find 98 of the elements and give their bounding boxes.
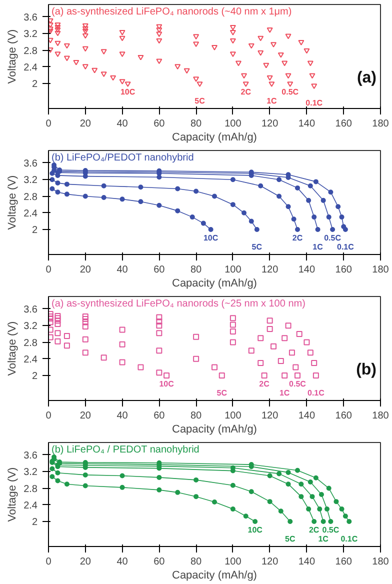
chart-title: (b) LiFePO₄ / PEDOT nanohybrid — [52, 444, 200, 456]
x-tick-label: 40 — [116, 410, 128, 422]
x-tick-label: 160 — [335, 410, 352, 422]
y-tick-label: 2.8 — [24, 192, 38, 203]
y-axis-title: Voltage (V) — [6, 467, 19, 522]
x-tick-label: 120 — [261, 264, 279, 276]
x-tick-label: 60 — [154, 410, 166, 422]
x-tick-label: 80 — [190, 410, 202, 422]
x-tick-label: 100 — [224, 410, 242, 422]
series-label: 2C — [292, 234, 303, 243]
series-label: 10C — [203, 234, 218, 243]
series-label: 2C — [240, 88, 252, 97]
series-label: 1C — [312, 242, 324, 252]
x-tick-label: 100 — [224, 264, 242, 276]
x-tick-label: 40 — [116, 264, 128, 276]
y-tick-label: 2.4 — [24, 208, 38, 220]
series-label: 5C — [194, 96, 206, 106]
x-tick-label: 20 — [80, 410, 92, 422]
series-label: 5C — [252, 242, 262, 252]
y-axis-title: Voltage (V) — [6, 175, 19, 230]
x-tick-label: 80 — [190, 118, 202, 130]
x-tick-label: 140 — [298, 118, 316, 130]
x-tick-label: 100 — [224, 118, 242, 130]
series-label: 0.5C — [282, 88, 299, 97]
x-tick-label: 140 — [298, 556, 316, 568]
x-tick-label: 20 — [80, 264, 92, 276]
x-tick-label: 140 — [298, 264, 316, 276]
series-label: 1C — [266, 96, 278, 106]
x-axis-title: Capacity (mAh/g) — [172, 278, 257, 290]
y-tick-label: 2.8 — [24, 484, 38, 495]
y-tick-label: 3.6 — [24, 158, 38, 170]
y-tick-label: 2.8 — [24, 46, 38, 57]
series-label: 0.1C — [337, 242, 354, 252]
y-tick-label: 2 — [32, 371, 38, 382]
x-tick-label: 60 — [154, 556, 166, 568]
series-label: 0.1C — [307, 388, 325, 398]
series-label: 0.1C — [306, 98, 323, 108]
series-label: 10C — [120, 88, 136, 97]
series-label: 5C — [216, 388, 228, 398]
y-tick-label: 3.6 — [24, 12, 38, 24]
x-tick-label: 0 — [46, 264, 52, 276]
x-tick-label: 60 — [154, 118, 166, 130]
x-tick-label: 100 — [224, 556, 242, 568]
x-tick-label: 80 — [190, 556, 202, 568]
series-label: 2C — [308, 526, 320, 535]
x-tick-label: 120 — [261, 556, 279, 568]
x-tick-label: 40 — [116, 556, 128, 568]
series-label: 1C — [279, 388, 290, 398]
y-tick-label: 2 — [32, 517, 38, 528]
y-axis-title: Voltage (V) — [6, 321, 19, 376]
annotation: (b) — [356, 362, 377, 378]
x-tick-label: 80 — [190, 264, 202, 276]
x-axis-title: Capacity (mAh/g) — [172, 424, 257, 436]
x-tick-label: 0 — [46, 556, 52, 568]
series-label: 0.5C — [289, 380, 306, 389]
x-tick-label: 180 — [372, 264, 390, 276]
x-axis-title: Capacity (mAh/g) — [172, 132, 257, 144]
annotation: (a) — [356, 70, 377, 86]
series-label: 2C — [259, 380, 270, 389]
series-label: 1C — [318, 534, 329, 544]
y-tick-label: 3.6 — [24, 450, 38, 462]
series-label: 0.1C — [340, 534, 358, 544]
series-label: 5C — [285, 534, 296, 544]
x-tick-label: 180 — [372, 556, 390, 568]
x-tick-label: 60 — [154, 264, 166, 276]
y-tick-label: 2 — [32, 225, 38, 236]
x-tick-label: 180 — [372, 118, 390, 130]
chart-title: (b) LiFePO₄/PEDOT nanohybrid — [52, 152, 194, 164]
chart-title: (a) as-synthesized LiFePO₄ nanorods (~40 nm x 1μm) — [52, 6, 292, 18]
y-tick-label: 2.4 — [24, 500, 38, 512]
y-axis-title: Voltage (V) — [6, 29, 19, 84]
x-tick-label: 0 — [46, 118, 52, 130]
series-label: 0.5C — [322, 526, 340, 535]
y-tick-label: 3.2 — [24, 29, 38, 40]
x-tick-label: 160 — [335, 264, 352, 276]
y-tick-label: 2 — [32, 79, 38, 90]
y-tick-label: 2.8 — [24, 338, 38, 349]
x-tick-label: 160 — [335, 556, 352, 568]
x-tick-label: 20 — [80, 118, 92, 130]
y-tick-label: 2.4 — [24, 62, 38, 74]
x-axis-title: Capacity (mAh/g) — [172, 570, 257, 582]
x-tick-label: 20 — [80, 556, 92, 568]
y-tick-label: 3.2 — [24, 467, 38, 478]
x-tick-label: 0 — [46, 410, 52, 422]
y-tick-label: 3.2 — [24, 175, 38, 186]
series-label: 10C — [248, 526, 263, 535]
y-tick-label: 3.2 — [24, 321, 38, 332]
x-tick-label: 120 — [261, 410, 279, 422]
x-tick-label: 180 — [372, 410, 390, 422]
y-tick-label: 2.4 — [24, 354, 38, 366]
x-tick-label: 120 — [261, 118, 279, 130]
series-label: 0.5C — [324, 234, 342, 243]
chart-title: (a) as-synthesized LiFePO₄ nanorods (~25 nm x 100 nm) — [52, 298, 306, 310]
x-tick-label: 140 — [298, 410, 316, 422]
x-tick-label: 160 — [335, 118, 352, 130]
series-label: 10C — [159, 380, 174, 389]
x-tick-label: 40 — [116, 118, 128, 130]
y-tick-label: 3.6 — [24, 304, 38, 316]
